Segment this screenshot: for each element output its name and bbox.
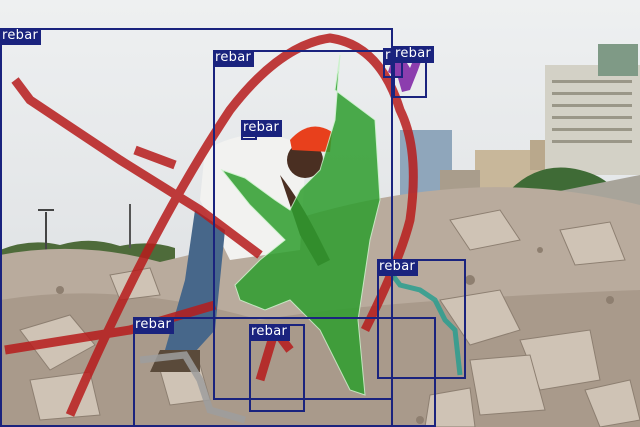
detection-label: rebar	[249, 324, 291, 341]
detection-label: r	[383, 48, 394, 65]
detection-box: rebar	[249, 324, 305, 412]
detection-label: rebar	[377, 259, 419, 276]
detection-box: rebar	[377, 259, 466, 379]
detection-label: rebar	[0, 28, 42, 45]
detection-label: rebar	[133, 317, 175, 334]
green-rebar-mask	[220, 54, 381, 396]
detection-label: rebar	[241, 120, 283, 137]
detection-label: rebar	[213, 50, 255, 67]
detection-box: rebar	[241, 120, 283, 140]
detection-box: rebar	[393, 46, 435, 98]
gray-rebar-mask	[139, 351, 246, 424]
detection-box: rebar	[133, 317, 436, 427]
detection-label: rebar	[393, 46, 435, 63]
red-rebar-mask	[4, 33, 418, 417]
teal-rebar-mask	[383, 263, 463, 376]
